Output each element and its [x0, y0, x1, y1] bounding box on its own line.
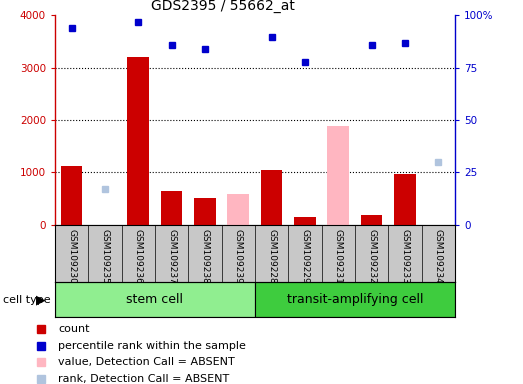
Bar: [61, 166, 83, 225]
Text: GSM109232: GSM109232: [367, 229, 376, 284]
Bar: [161, 190, 183, 225]
Text: GSM109229: GSM109229: [301, 229, 310, 284]
Text: GSM109238: GSM109238: [200, 229, 209, 284]
Text: GSM109234: GSM109234: [434, 229, 443, 284]
Text: GSM109236: GSM109236: [134, 229, 143, 284]
Title: GDS2395 / 55662_at: GDS2395 / 55662_at: [151, 0, 295, 13]
Text: count: count: [59, 324, 90, 334]
Text: ▶: ▶: [37, 293, 46, 306]
Text: rank, Detection Call = ABSENT: rank, Detection Call = ABSENT: [59, 374, 230, 384]
Bar: [394, 174, 416, 225]
Bar: [261, 170, 282, 225]
Text: GSM109237: GSM109237: [167, 229, 176, 284]
Bar: [228, 194, 249, 225]
Text: GSM109233: GSM109233: [401, 229, 410, 284]
Bar: [361, 215, 382, 225]
Bar: [55, 282, 255, 317]
Bar: [255, 282, 455, 317]
Text: value, Detection Call = ABSENT: value, Detection Call = ABSENT: [59, 358, 235, 367]
Text: GSM109230: GSM109230: [67, 229, 76, 284]
Text: GSM109239: GSM109239: [234, 229, 243, 284]
Bar: [194, 198, 216, 225]
Text: transit-amplifying cell: transit-amplifying cell: [287, 293, 423, 306]
Bar: [294, 217, 316, 225]
Bar: [128, 57, 149, 225]
Text: cell type: cell type: [3, 295, 50, 305]
Text: GSM109231: GSM109231: [334, 229, 343, 284]
Bar: [327, 126, 349, 225]
Text: GSM109235: GSM109235: [100, 229, 109, 284]
Text: stem cell: stem cell: [127, 293, 184, 306]
Text: percentile rank within the sample: percentile rank within the sample: [59, 341, 246, 351]
Text: GSM109228: GSM109228: [267, 229, 276, 284]
